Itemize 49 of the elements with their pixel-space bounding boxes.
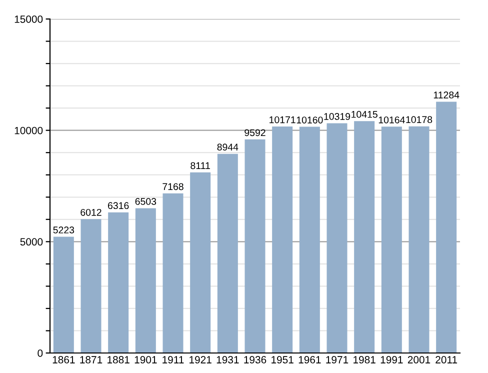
x-tick-label: 1991 [380, 356, 403, 364]
bar [299, 126, 320, 353]
bar [272, 126, 293, 353]
x-tick-label: 1971 [326, 356, 348, 364]
bar [326, 123, 348, 353]
bar [217, 154, 238, 353]
bar [108, 212, 129, 353]
y-tick-label: 10000 [14, 126, 43, 134]
y-tick-label: 15000 [14, 16, 43, 23]
bar [162, 193, 184, 353]
bar [135, 208, 156, 353]
data-label: 5223 [53, 226, 74, 234]
data-label: 6316 [108, 202, 129, 210]
bar [53, 236, 74, 353]
data-label: 8111 [190, 162, 210, 170]
data-label: 7168 [162, 183, 184, 190]
data-label: 10160 [296, 116, 323, 124]
x-tick-label: 1936 [244, 356, 266, 364]
bar [381, 126, 402, 353]
x-tick-label: 1861 [52, 356, 75, 364]
data-label: 6503 [135, 198, 156, 205]
bar [436, 102, 457, 353]
data-label: 10415 [352, 110, 378, 118]
x-tick-label: 1921 [190, 356, 212, 364]
x-tick-label: 1901 [134, 356, 157, 364]
y-tick-label: 0 [38, 350, 43, 357]
x-tick-label: 2011 [436, 356, 458, 364]
x-tick-label: 1871 [80, 356, 102, 364]
y-tick-label: 5000 [20, 238, 43, 246]
bar [354, 121, 375, 353]
data-label: 10171 [270, 116, 296, 124]
x-tick-label: 1951 [272, 356, 294, 364]
bar [190, 172, 211, 353]
data-label: 10178 [406, 116, 432, 124]
x-tick-label: 1931 [216, 356, 239, 364]
bar [244, 139, 266, 353]
bar [408, 126, 430, 353]
x-tick-label: 1911 [162, 356, 184, 364]
bar [80, 219, 102, 353]
data-label: 11284 [434, 92, 460, 98]
x-tick-label: 1981 [354, 356, 376, 364]
data-label: 10319 [324, 113, 350, 120]
data-label: 9592 [244, 129, 266, 136]
x-tick-label: 1881 [108, 356, 130, 364]
data-label: 6012 [80, 208, 102, 216]
x-tick-label: 1961 [298, 356, 321, 364]
data-label: 8944 [217, 144, 238, 151]
data-label: 10164 [378, 116, 405, 124]
x-tick-label: 2001 [408, 356, 430, 364]
